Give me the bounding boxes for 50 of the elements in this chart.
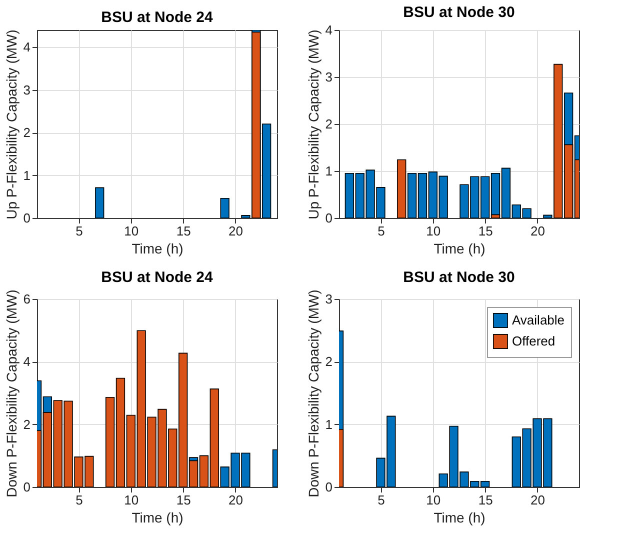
chart-title: BSU at Node 30 (403, 269, 515, 286)
legend-label: Offered (512, 334, 556, 348)
y-tick-label: 0 (325, 480, 332, 494)
y-axis-title: Down P-Flexibility Capacity (MW) (305, 290, 322, 498)
x-tick-label: 5 (378, 224, 385, 238)
x-tick-label: 15 (176, 492, 191, 508)
x-axis-title: Time (h) (434, 240, 486, 256)
x-tick-label: 15 (478, 224, 493, 238)
chart-title: BSU at Node 24 (101, 269, 214, 286)
y-tick-label: 1 (325, 164, 332, 178)
x-axis-title: Time (h) (132, 240, 184, 256)
y-tick-label: 1 (325, 416, 332, 432)
bar (95, 187, 104, 218)
x-axis-title: Time (h) (434, 510, 486, 526)
y-axis-title: Down P-Flexibility Capacity (MW) (3, 290, 20, 498)
x-tick-label: 10 (124, 224, 139, 238)
x-tick-label: 20 (530, 224, 545, 238)
y-tick-label: 1 (23, 168, 30, 183)
legend-label: Available (512, 312, 565, 328)
x-tick-label: 5 (76, 492, 83, 508)
y-tick-label: 4 (325, 22, 332, 38)
y-tick-label: 2 (23, 125, 30, 140)
y-tick-label: 0 (325, 210, 332, 226)
y-tick-label: 2 (325, 116, 332, 132)
y-tick-label: 0 (23, 480, 30, 494)
y-tick-label: 2 (23, 416, 30, 432)
y-axis-title: Up P-Flexibility Capacity (MW) (3, 30, 20, 220)
x-tick-label: 5 (76, 224, 83, 238)
y-tick-label: 3 (325, 292, 332, 306)
y-axis-title: Up P-Flexibility Capacity (MW) (305, 30, 322, 220)
chart-title: BSU at Node 24 (101, 9, 214, 26)
y-tick-label: 0 (23, 210, 30, 226)
x-tick-label: 5 (378, 492, 385, 508)
x-axis-title: Time (h) (132, 510, 184, 526)
y-tick-label: 2 (325, 354, 332, 370)
y-tick-label: 4 (23, 354, 30, 370)
x-tick-label: 20 (228, 492, 243, 508)
y-tick-label: 3 (325, 70, 332, 84)
bar (220, 198, 230, 218)
x-tick-label: 20 (530, 492, 545, 508)
chart-title: BSU at Node 30 (403, 4, 515, 21)
y-tick-label: 3 (23, 82, 30, 98)
y-tick-label: 4 (23, 40, 30, 55)
x-tick-label: 15 (176, 224, 191, 238)
x-tick-label: 10 (426, 224, 441, 238)
y-tick-label: 6 (23, 292, 30, 306)
x-tick-label: 20 (228, 224, 243, 238)
x-tick-label: 10 (124, 492, 139, 508)
x-tick-label: 10 (426, 492, 441, 508)
x-tick-label: 15 (478, 492, 493, 508)
